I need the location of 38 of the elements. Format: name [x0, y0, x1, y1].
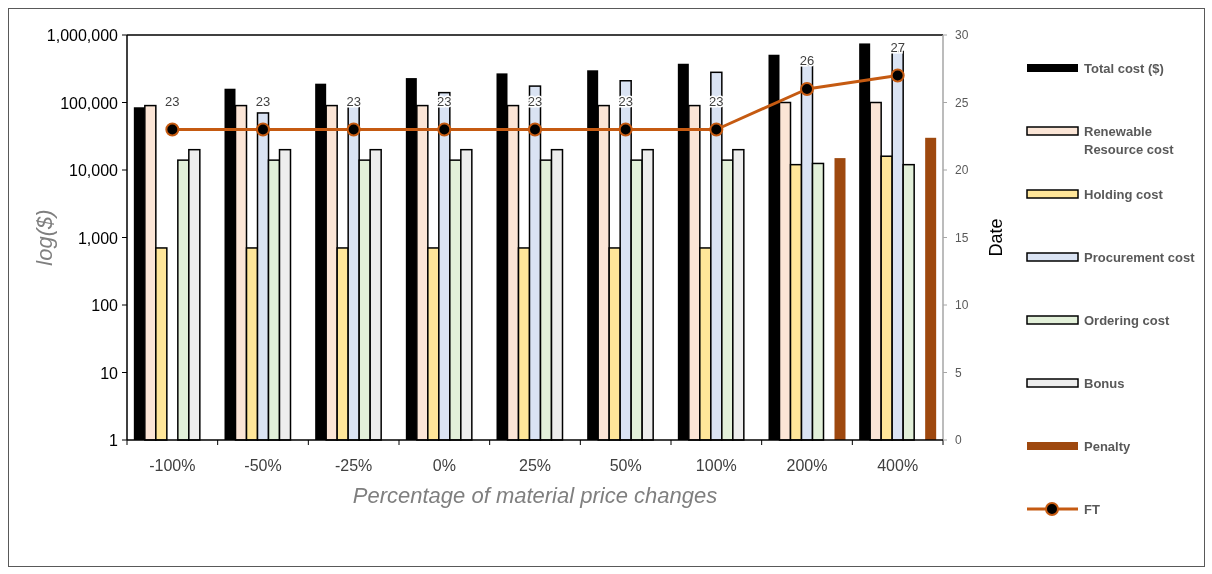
y-tick-label: 10,000 — [69, 162, 119, 179]
y-tick-label: 10 — [100, 364, 119, 382]
y-tick-label: 100,000 — [60, 94, 119, 112]
legend-label: Total cost ($) — [1084, 61, 1164, 76]
x-tick-label: 0% — [432, 457, 456, 474]
y2-tick-label: 5 — [955, 365, 962, 380]
y-tick-label: 1,000 — [77, 229, 119, 247]
y2-axis-title: Date — [986, 218, 1006, 257]
y2-tick-label: 0 — [955, 433, 962, 447]
legend-label: FT — [1084, 502, 1100, 517]
y-tick-label: 1,000,000 — [46, 27, 119, 44]
y2-tick-label: 15 — [955, 230, 969, 245]
y2-tick-label: 20 — [955, 163, 969, 177]
data-label: 23 — [255, 93, 271, 109]
legend-label: Holding cost — [1084, 187, 1164, 202]
y2-tick-label: 30 — [955, 28, 969, 42]
x-tick-label: -50% — [244, 457, 282, 474]
x-tick-label: 25% — [518, 457, 552, 474]
y-tick-label: 100 — [91, 297, 119, 314]
legend-label: Ordering cost — [1084, 313, 1170, 328]
y2-tick-label: 25 — [955, 95, 969, 110]
y-axis-title: log($) — [32, 209, 57, 266]
x-tick-label: 100% — [695, 457, 737, 474]
y-tick-label: 1 — [109, 432, 119, 449]
x-axis-title: Percentage of material price changes — [352, 483, 718, 508]
x-tick-label: -25% — [334, 457, 373, 474]
x-tick-label: 200% — [786, 457, 828, 474]
legend-label: Penalty — [1084, 439, 1132, 454]
data-label: 23 — [346, 93, 361, 109]
legend-label: Bonus — [1084, 376, 1125, 391]
y2-tick-label: 10 — [955, 298, 969, 312]
x-tick-label: 50% — [609, 457, 642, 474]
legend-label: Procurement cost — [1084, 250, 1196, 265]
x-tick-label: 400% — [877, 457, 919, 474]
data-label: 27 — [890, 39, 905, 55]
legend-label: Renewable Resource cost — [1084, 124, 1175, 157]
x-tick-label: -100% — [149, 457, 196, 474]
data-label: 23 — [165, 93, 180, 109]
